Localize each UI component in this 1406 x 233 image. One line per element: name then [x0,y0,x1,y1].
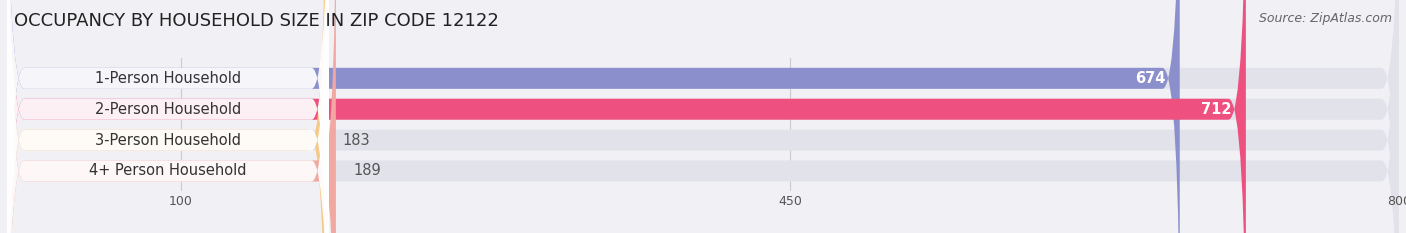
FancyBboxPatch shape [7,0,1399,233]
FancyBboxPatch shape [7,0,329,233]
FancyBboxPatch shape [7,0,336,233]
Text: 712: 712 [1202,102,1232,117]
Text: 4+ Person Household: 4+ Person Household [89,164,246,178]
FancyBboxPatch shape [7,0,1246,233]
FancyBboxPatch shape [7,0,329,233]
FancyBboxPatch shape [7,0,1399,233]
FancyBboxPatch shape [7,0,325,233]
Text: 674: 674 [1136,71,1166,86]
FancyBboxPatch shape [7,0,329,233]
Text: 183: 183 [343,133,370,147]
Text: OCCUPANCY BY HOUSEHOLD SIZE IN ZIP CODE 12122: OCCUPANCY BY HOUSEHOLD SIZE IN ZIP CODE … [14,12,499,30]
Text: 1-Person Household: 1-Person Household [96,71,240,86]
FancyBboxPatch shape [7,0,329,233]
FancyBboxPatch shape [7,0,1399,233]
FancyBboxPatch shape [7,0,1399,233]
FancyBboxPatch shape [7,0,1180,233]
Text: 189: 189 [353,164,381,178]
Text: Source: ZipAtlas.com: Source: ZipAtlas.com [1258,12,1392,25]
Text: 3-Person Household: 3-Person Household [96,133,240,147]
Text: 2-Person Household: 2-Person Household [94,102,240,117]
